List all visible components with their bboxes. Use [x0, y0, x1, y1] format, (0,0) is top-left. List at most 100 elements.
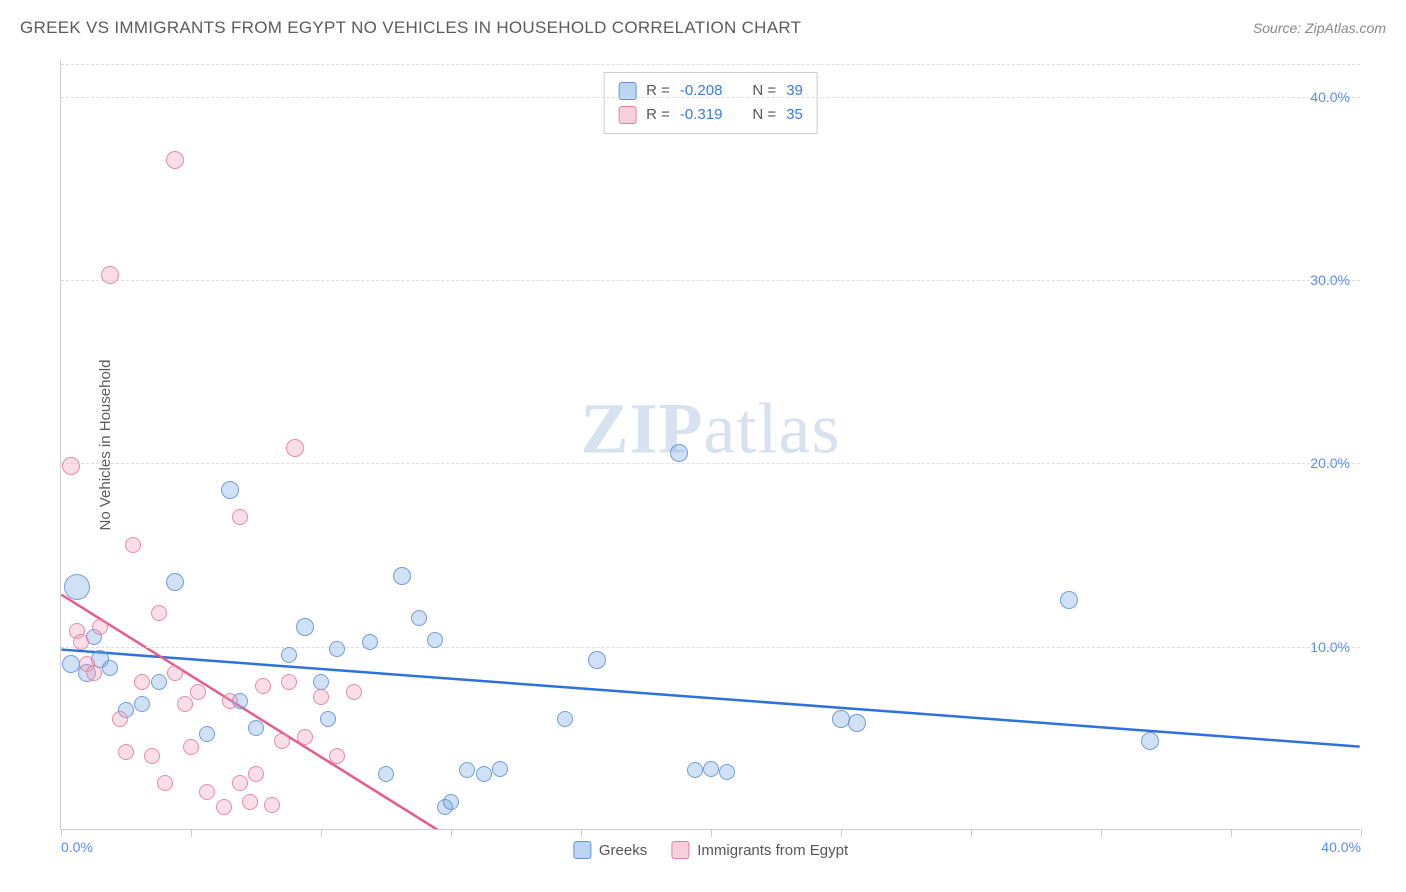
data-point: [459, 762, 475, 778]
x-tick: [191, 829, 192, 837]
legend-label-greeks: Greeks: [599, 842, 647, 859]
chart-container: No Vehicles in Household ZIPatlas R = -0…: [40, 50, 1380, 840]
data-point: [320, 711, 336, 727]
data-point: [118, 744, 134, 760]
data-point: [719, 764, 735, 780]
data-point: [151, 674, 167, 690]
data-point: [264, 797, 280, 813]
series-legend: Greeks Immigrants from Egypt: [573, 841, 848, 859]
data-point: [588, 651, 606, 669]
data-point: [281, 674, 297, 690]
data-point: [393, 567, 411, 585]
data-point: [274, 733, 290, 749]
data-point: [101, 266, 119, 284]
data-point: [221, 481, 239, 499]
data-point: [157, 775, 173, 791]
data-point: [848, 714, 866, 732]
data-point: [248, 766, 264, 782]
swatch-pink-icon: [618, 106, 636, 124]
data-point: [362, 634, 378, 650]
x-tick: [581, 829, 582, 837]
data-point: [199, 784, 215, 800]
data-point: [329, 748, 345, 764]
legend-row-greeks: R = -0.208 N = 39: [618, 79, 803, 103]
data-point: [92, 619, 108, 635]
y-tick-label: 10.0%: [1310, 639, 1350, 655]
x-tick-label: 0.0%: [61, 839, 93, 855]
gridline: [61, 97, 1360, 98]
data-point: [378, 766, 394, 782]
x-tick: [1231, 829, 1232, 837]
data-point: [102, 660, 118, 676]
data-point: [255, 678, 271, 694]
data-point: [297, 729, 313, 745]
data-point: [62, 655, 80, 673]
data-point: [125, 537, 141, 553]
data-point: [242, 794, 258, 810]
y-tick-label: 30.0%: [1310, 272, 1350, 288]
legend-row-egypt: R = -0.319 N = 35: [618, 103, 803, 127]
r-label: R =: [646, 103, 670, 127]
data-point: [296, 618, 314, 636]
data-point: [313, 689, 329, 705]
r-value-egypt: -0.319: [680, 103, 723, 127]
data-point: [177, 696, 193, 712]
data-point: [443, 794, 459, 810]
data-point: [166, 151, 184, 169]
correlation-legend: R = -0.208 N = 39 R = -0.319 N = 35: [603, 72, 818, 134]
data-point: [346, 684, 362, 700]
y-tick-label: 20.0%: [1310, 455, 1350, 471]
data-point: [62, 457, 80, 475]
chart-header: GREEK VS IMMIGRANTS FROM EGYPT NO VEHICL…: [20, 18, 1386, 38]
data-point: [73, 634, 89, 650]
data-point: [329, 641, 345, 657]
legend-item-greeks: Greeks: [573, 841, 647, 859]
data-point: [216, 799, 232, 815]
data-point: [476, 766, 492, 782]
data-point: [64, 574, 90, 600]
data-point: [286, 439, 304, 457]
gridline: [61, 64, 1360, 65]
n-value-egypt: 35: [786, 103, 803, 127]
trend-lines: [61, 60, 1360, 829]
data-point: [199, 726, 215, 742]
data-point: [281, 647, 297, 663]
data-point: [427, 632, 443, 648]
data-point: [134, 696, 150, 712]
data-point: [832, 710, 850, 728]
legend-item-egypt: Immigrants from Egypt: [671, 841, 848, 859]
data-point: [112, 711, 128, 727]
x-tick: [1101, 829, 1102, 837]
data-point: [248, 720, 264, 736]
data-point: [492, 761, 508, 777]
gridline: [61, 647, 1360, 648]
source-label: Source: ZipAtlas.com: [1253, 20, 1386, 36]
n-label: N =: [752, 103, 776, 127]
x-tick: [1361, 829, 1362, 837]
x-tick-label: 40.0%: [1321, 839, 1361, 855]
n-label: N =: [752, 79, 776, 103]
data-point: [687, 762, 703, 778]
x-tick: [971, 829, 972, 837]
x-tick: [61, 829, 62, 837]
data-point: [167, 665, 183, 681]
gridline: [61, 463, 1360, 464]
x-tick: [321, 829, 322, 837]
x-tick: [451, 829, 452, 837]
data-point: [670, 444, 688, 462]
chart-title: GREEK VS IMMIGRANTS FROM EGYPT NO VEHICL…: [20, 18, 801, 38]
n-value-greeks: 39: [786, 79, 803, 103]
watermark: ZIPatlas: [581, 388, 841, 471]
data-point: [222, 693, 238, 709]
swatch-blue-icon: [573, 841, 591, 859]
data-point: [144, 748, 160, 764]
x-tick: [841, 829, 842, 837]
data-point: [134, 674, 150, 690]
data-point: [703, 761, 719, 777]
data-point: [1141, 732, 1159, 750]
data-point: [86, 665, 102, 681]
data-point: [557, 711, 573, 727]
data-point: [313, 674, 329, 690]
gridline: [61, 280, 1360, 281]
plot-area: ZIPatlas R = -0.208 N = 39 R = -0.319 N …: [60, 60, 1360, 830]
